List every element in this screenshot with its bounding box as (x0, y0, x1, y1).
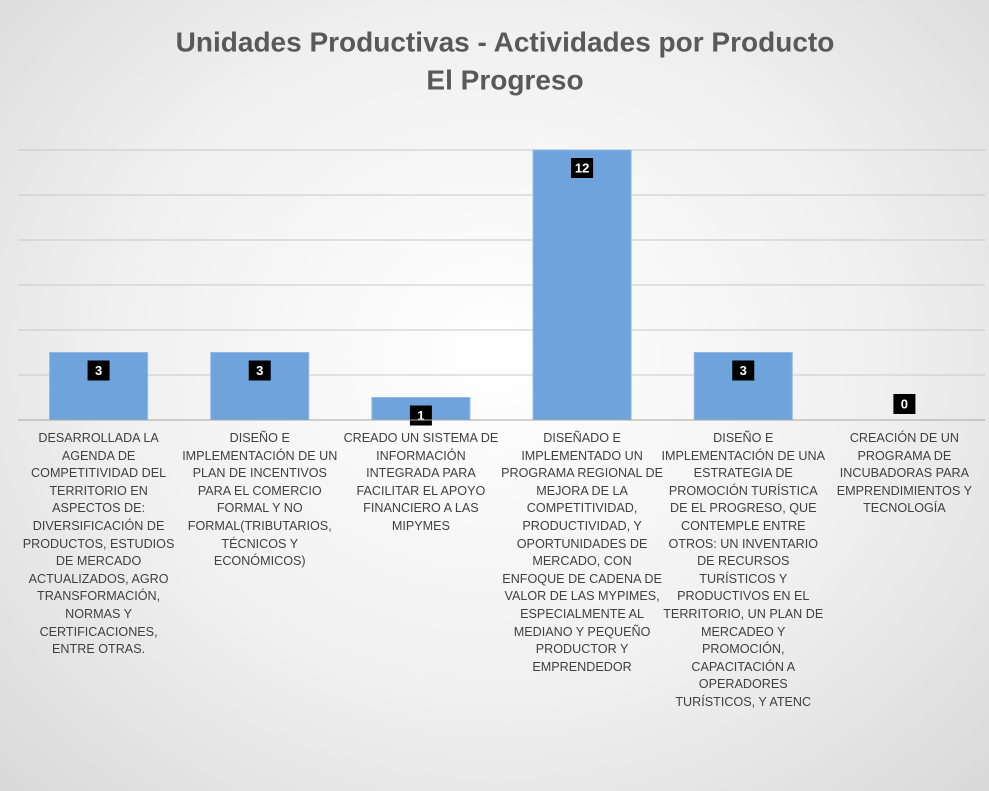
data-label: 3 (740, 363, 747, 378)
data-label: 12 (575, 160, 589, 175)
data-label: 0 (901, 396, 908, 411)
chart-subtitle: El Progreso (426, 64, 583, 95)
x-tick-label: DISEÑO E IMPLEMENTACIÓN DE UNA ESTRATEGI… (661, 431, 825, 709)
bar (532, 149, 632, 421)
data-label-box (893, 394, 916, 414)
data-label-box (732, 360, 755, 381)
data-label: 3 (95, 363, 102, 378)
data-label: 1 (417, 408, 424, 423)
data-label: 3 (256, 363, 263, 378)
x-tick-label: DISEÑADO E IMPLEMENTADO UN PROGRAMA REGI… (501, 431, 664, 674)
data-label-box (248, 360, 271, 381)
data-label-box (571, 158, 594, 178)
x-tick-label: CREACIÓN DE UN PROGRAMA DE INCUBADORAS P… (836, 431, 973, 516)
x-tick-label: CREADO UN SISTEMA DE INFORMACIÓN INTEGRA… (343, 431, 499, 533)
x-tick-label: DISEÑO E IMPLEMENTACIÓN DE UN PLAN DE IN… (182, 431, 338, 569)
chart-title: Unidades Productivas - Actividades por P… (176, 26, 835, 57)
data-label-box (87, 360, 110, 381)
x-tick-label: DESARROLLADA LA AGENDA DE COMPETITIVIDAD… (22, 431, 175, 657)
